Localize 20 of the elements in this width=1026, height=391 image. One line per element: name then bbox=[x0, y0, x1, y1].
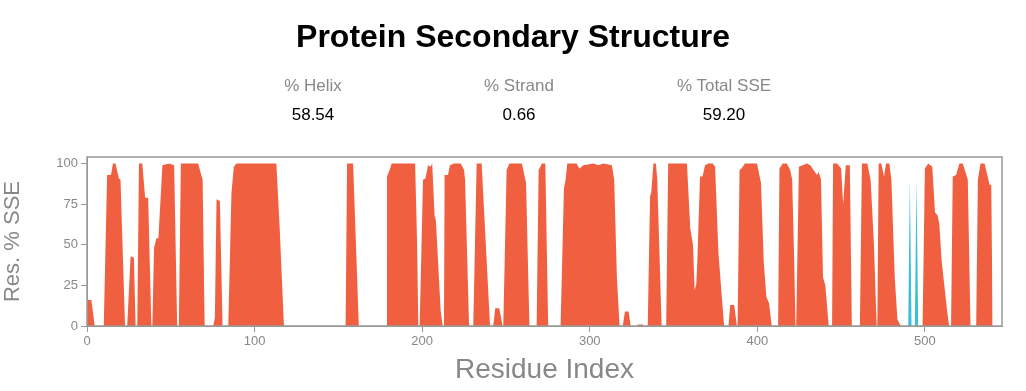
text: % Helix bbox=[283, 76, 343, 96]
x-tick-label: 0 bbox=[83, 333, 91, 349]
y-tick-label: 0 bbox=[70, 317, 78, 333]
x-tick-label: 500 bbox=[914, 333, 936, 349]
x-tick-label: 100 bbox=[243, 333, 266, 349]
text: % Strand bbox=[483, 76, 555, 96]
x-axis-title: Residue Index bbox=[454, 352, 635, 384]
x-tick-label: 200 bbox=[411, 333, 434, 349]
text: 58.54 bbox=[290, 105, 336, 125]
y-tick-label: 50 bbox=[63, 236, 78, 252]
y-tick-label: 100 bbox=[56, 155, 78, 171]
y-tick-label: 25 bbox=[63, 276, 78, 292]
text: % Total SSE bbox=[675, 76, 773, 96]
x-tick-label: 300 bbox=[578, 333, 601, 349]
x-tick-label: 400 bbox=[746, 333, 769, 349]
y-axis-title: Res. % SSE bbox=[0, 180, 25, 303]
text: 59.20 bbox=[701, 105, 747, 125]
chart-title: Protein Secondary Structure bbox=[295, 18, 731, 55]
text: 0.66 bbox=[501, 105, 537, 125]
y-tick-label: 75 bbox=[63, 195, 78, 211]
